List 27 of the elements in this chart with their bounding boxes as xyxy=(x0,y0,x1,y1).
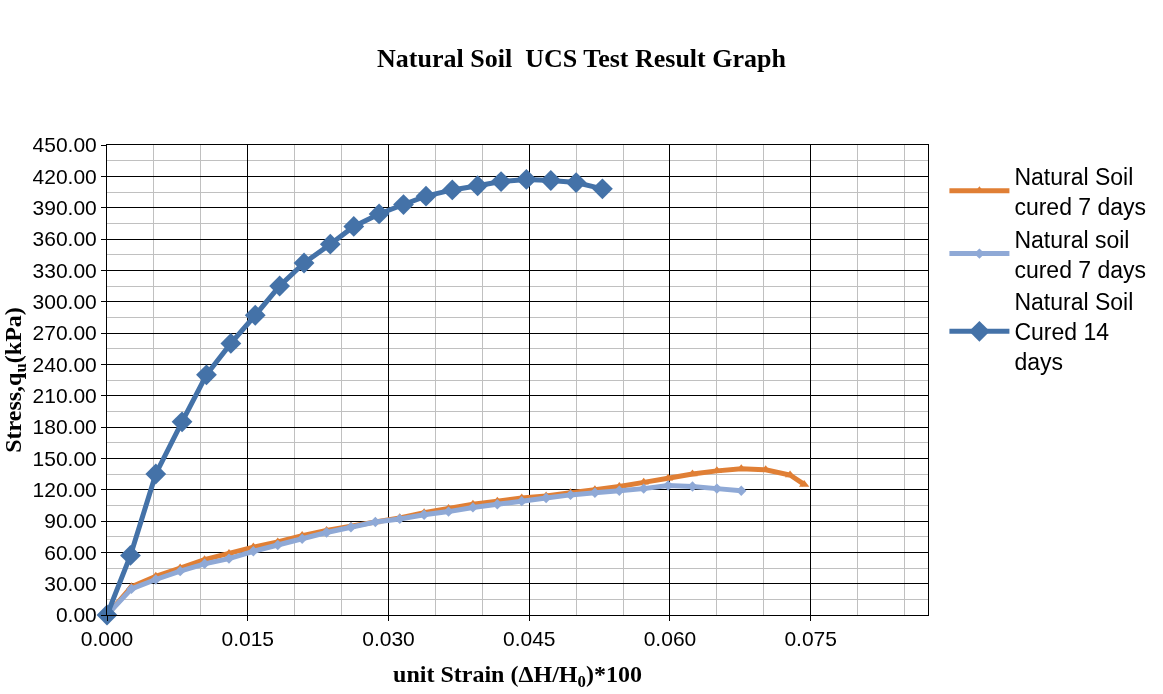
y-tick-label: 240.00 xyxy=(32,352,97,376)
y-tick-label: 330.00 xyxy=(32,258,97,282)
y-tick-label: 390.00 xyxy=(32,196,97,220)
y-tick-label: 90.00 xyxy=(44,509,97,533)
y-tick-label: 450.00 xyxy=(32,133,97,157)
y-tick-label: 420.00 xyxy=(32,164,97,188)
x-axis-title: unit Strain (ΔH/H$_{0}$)*100 xyxy=(393,660,642,691)
y-tick-label: 0.00 xyxy=(55,603,97,627)
y-tick-label: 60.00 xyxy=(44,540,97,564)
legend-label: Natural soil cured 7 days xyxy=(1014,226,1147,283)
chart-title: Natural Soil UCS Test Result Graph xyxy=(377,43,787,73)
legend-label: Natural Soil Cured 14 days xyxy=(1014,289,1134,376)
y-tick-label: 180.00 xyxy=(32,415,97,439)
x-tick-label: 0.045 xyxy=(502,627,556,651)
x-tick-label: 0.015 xyxy=(221,627,275,651)
y-tick-label: 270.00 xyxy=(32,321,97,345)
x-tick-label: 0.000 xyxy=(80,627,134,651)
x-tick-label: 0.075 xyxy=(784,627,837,651)
y-tick-label: 210.00 xyxy=(32,384,97,408)
x-tick-label: 0.060 xyxy=(643,627,697,651)
y-tick-label: 360.00 xyxy=(32,227,97,251)
y-tick-label: 120.00 xyxy=(32,478,97,502)
y-tick-label: 150.00 xyxy=(32,446,97,470)
legend-label: Natural Soil cured 7 days xyxy=(1014,163,1147,220)
y-tick-label: 30.00 xyxy=(44,572,97,596)
y-tick-label: 300.00 xyxy=(32,290,97,314)
x-tick-label: 0.030 xyxy=(362,627,415,651)
